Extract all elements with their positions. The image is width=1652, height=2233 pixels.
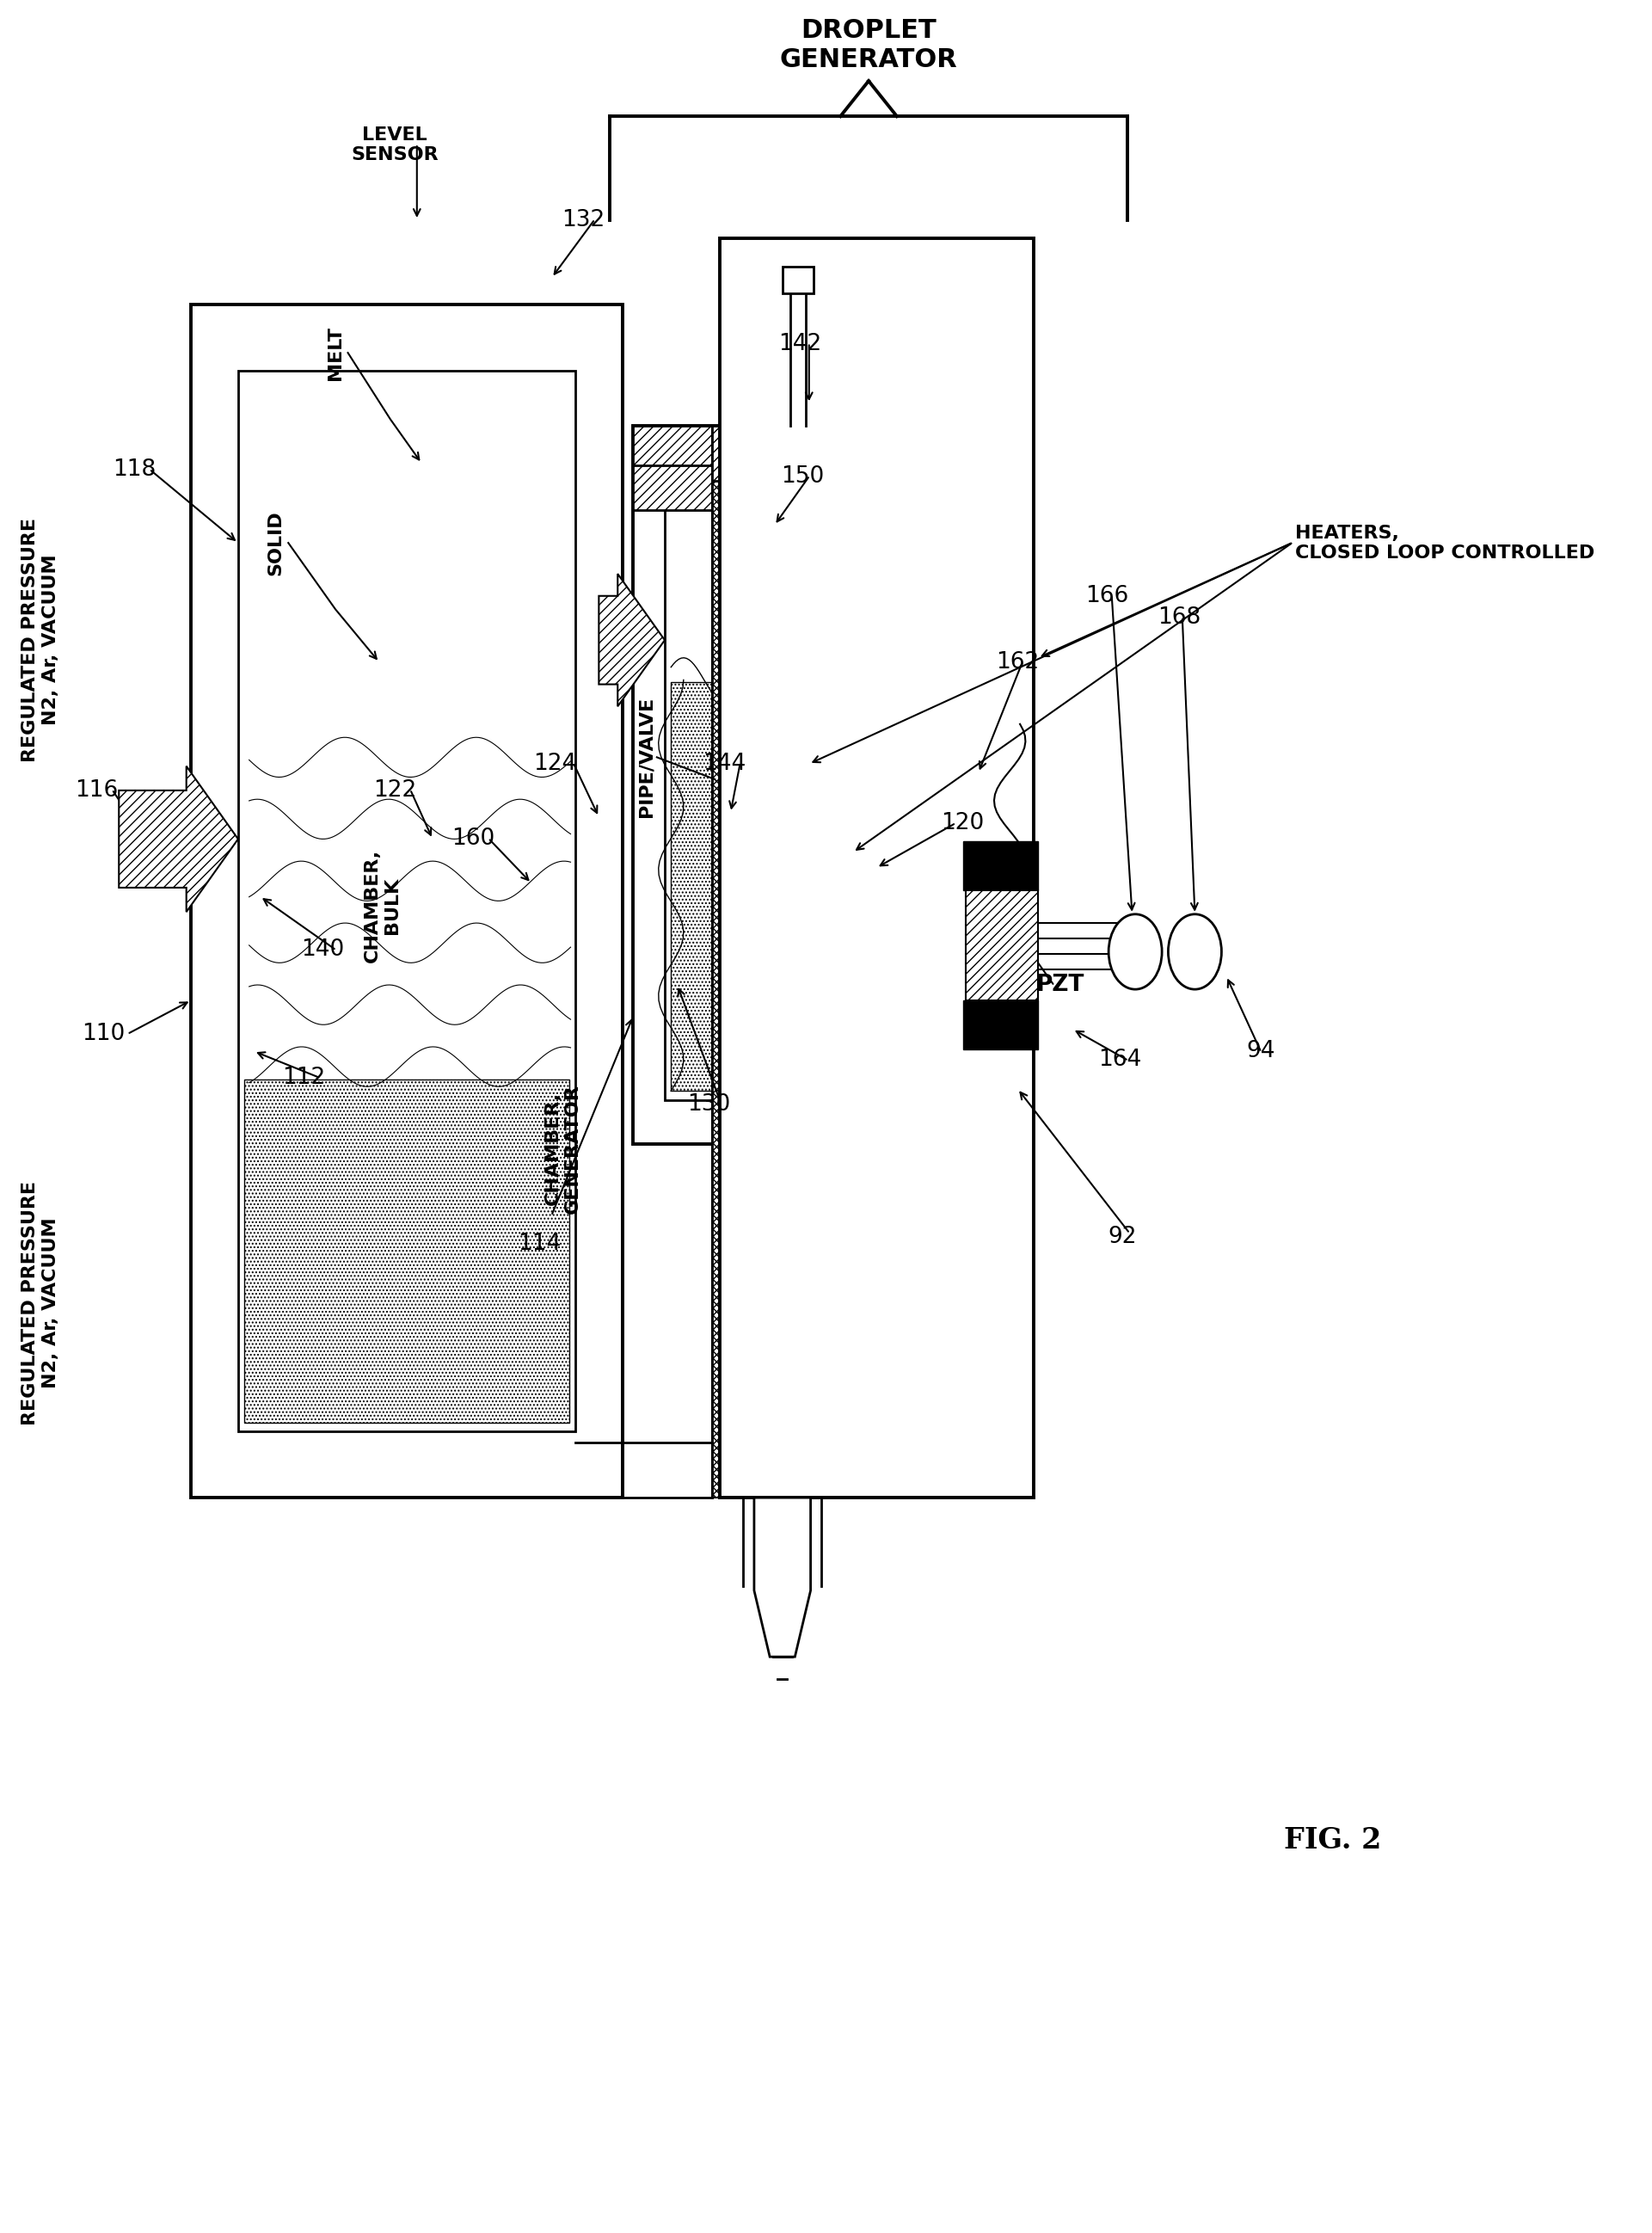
Text: 168: 168	[1158, 607, 1201, 630]
Text: 92: 92	[1108, 1226, 1137, 1248]
Polygon shape	[119, 766, 238, 911]
Text: 114: 114	[517, 1233, 562, 1255]
Text: PIPE/VALVE: PIPE/VALVE	[638, 697, 654, 817]
Text: 142: 142	[778, 333, 821, 355]
Text: CHAMBER,
BULK: CHAMBER, BULK	[363, 849, 401, 962]
Bar	[712, 427, 852, 1498]
Bar	[743, 427, 821, 1498]
Bar	[664, 480, 932, 1101]
Text: 140: 140	[301, 938, 344, 960]
Bar	[633, 427, 963, 509]
Polygon shape	[753, 1498, 811, 1657]
Bar	[783, 266, 814, 293]
Text: REGULATED PRESSURE
N2, Ar, VACUUM: REGULATED PRESSURE N2, Ar, VACUUM	[21, 518, 59, 761]
Text: 112: 112	[282, 1067, 325, 1090]
Bar	[192, 304, 623, 1498]
Text: MELT: MELT	[327, 326, 344, 380]
Text: 110: 110	[81, 1023, 126, 1045]
Bar	[671, 681, 925, 1092]
Text: HEATERS,
CLOSED LOOP CONTROLLED: HEATERS, CLOSED LOOP CONTROLLED	[1295, 525, 1594, 560]
Polygon shape	[600, 574, 664, 706]
Bar	[720, 239, 1032, 1498]
Bar	[966, 891, 1037, 1000]
Bar	[963, 842, 1037, 891]
Text: REGULATED PRESSURE
N2, Ar, VACUUM: REGULATED PRESSURE N2, Ar, VACUUM	[21, 1181, 59, 1425]
Circle shape	[1168, 913, 1221, 989]
Text: 118: 118	[112, 458, 157, 480]
Text: SOLID: SOLID	[268, 511, 284, 576]
Circle shape	[1108, 913, 1161, 989]
Text: PZT: PZT	[1036, 974, 1084, 996]
Bar	[244, 1081, 568, 1422]
Text: 166: 166	[1085, 585, 1128, 607]
Text: 124: 124	[534, 753, 577, 775]
Text: 130: 130	[687, 1094, 730, 1116]
Text: 94: 94	[1246, 1041, 1275, 1063]
Text: 144: 144	[702, 753, 747, 775]
Text: 116: 116	[76, 779, 119, 802]
Text: 150: 150	[781, 464, 824, 487]
Bar	[712, 427, 852, 480]
Text: CHAMBER,
GENERATOR: CHAMBER, GENERATOR	[544, 1083, 582, 1213]
Bar	[963, 1000, 1037, 1050]
Text: 164: 164	[1099, 1050, 1142, 1072]
Text: 160: 160	[451, 828, 496, 851]
Text: LEVEL
SENSOR: LEVEL SENSOR	[352, 127, 439, 163]
Bar	[633, 427, 963, 1143]
Bar	[238, 371, 575, 1431]
Text: 162: 162	[996, 652, 1039, 674]
Text: FIG. 2: FIG. 2	[1284, 1827, 1381, 1853]
Text: DROPLET
GENERATOR: DROPLET GENERATOR	[780, 18, 958, 71]
Text: 132: 132	[562, 210, 605, 232]
Text: 120: 120	[942, 813, 985, 835]
Text: 122: 122	[373, 779, 416, 802]
